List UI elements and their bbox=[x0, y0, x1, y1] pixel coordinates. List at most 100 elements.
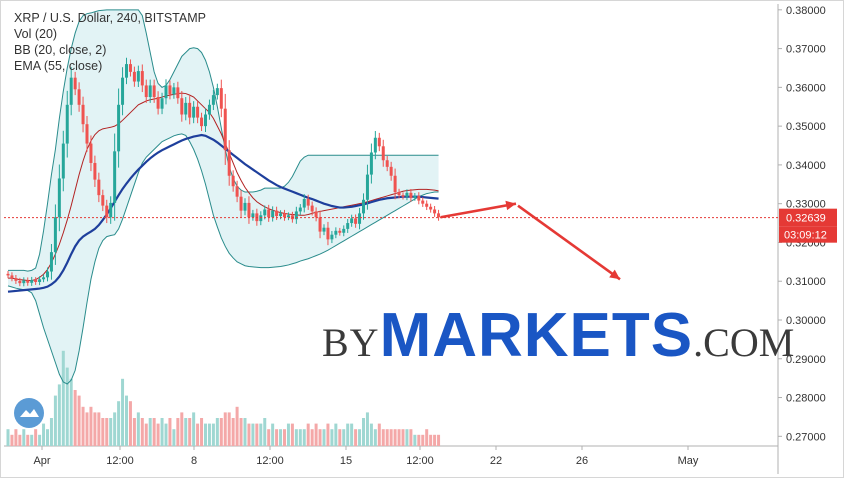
candle-body bbox=[231, 175, 235, 187]
volume-bar bbox=[405, 429, 409, 446]
candle-body bbox=[65, 104, 69, 144]
volume-bar bbox=[433, 434, 437, 446]
volume-bar bbox=[160, 418, 164, 446]
volume-bar bbox=[227, 412, 231, 446]
candle-body bbox=[275, 210, 279, 217]
x-tick-label: 15 bbox=[340, 455, 352, 467]
bollinger-fill bbox=[8, 9, 439, 384]
candle-body bbox=[81, 104, 85, 125]
candle-body bbox=[298, 207, 302, 212]
bollinger-lower-line bbox=[7, 133, 439, 385]
candle-body bbox=[365, 174, 369, 200]
volume-bar bbox=[314, 423, 318, 446]
volume-bar bbox=[369, 423, 373, 446]
volume-bar bbox=[10, 434, 14, 446]
forecast-arrow-up bbox=[440, 202, 517, 219]
volume-bar bbox=[211, 423, 215, 446]
volume-bar bbox=[105, 418, 109, 446]
x-tick-label: May bbox=[678, 455, 699, 467]
candle-body bbox=[196, 106, 200, 118]
y-tick-label: 0.38000 bbox=[786, 5, 826, 17]
volume-bar bbox=[121, 378, 125, 446]
candle-body bbox=[26, 280, 30, 283]
candle-body bbox=[148, 85, 152, 98]
candle-body bbox=[136, 71, 140, 82]
volume-bar bbox=[85, 412, 89, 446]
forecast-arrow-down bbox=[517, 204, 621, 281]
candle-body bbox=[338, 230, 342, 233]
volume-bar bbox=[38, 434, 42, 446]
volume-bar bbox=[148, 418, 152, 446]
candle-body bbox=[294, 211, 298, 220]
candle-body bbox=[125, 64, 128, 78]
volume-bar bbox=[168, 418, 172, 446]
volume-bar bbox=[215, 418, 219, 446]
candle-body bbox=[117, 104, 121, 152]
volume-bar bbox=[18, 434, 22, 446]
x-tick-label: 12:00 bbox=[256, 455, 284, 467]
y-tick-label: 0.34000 bbox=[786, 160, 826, 172]
volume-bar bbox=[275, 429, 279, 446]
volume-bar bbox=[223, 412, 227, 446]
candle-body bbox=[251, 213, 255, 218]
candle-body bbox=[437, 213, 441, 218]
volume-bar bbox=[49, 418, 53, 446]
candle-body bbox=[89, 143, 93, 163]
x-tick-label: 22 bbox=[490, 455, 502, 467]
legend-volume: Vol (20) bbox=[14, 27, 58, 41]
candle-body bbox=[267, 209, 271, 218]
candle-body bbox=[342, 228, 346, 233]
volume-bar bbox=[326, 423, 330, 446]
volume-bar bbox=[365, 412, 369, 446]
candle-body bbox=[184, 102, 188, 115]
volume-bar bbox=[69, 378, 73, 446]
candle-body bbox=[180, 98, 184, 115]
x-tick-label: 26 bbox=[576, 455, 588, 467]
candle-body bbox=[73, 77, 77, 90]
y-tick-label: 0.28000 bbox=[786, 393, 826, 405]
candle-body bbox=[101, 195, 105, 206]
candle-body bbox=[243, 202, 247, 211]
volume-bar bbox=[263, 418, 267, 446]
candle-body bbox=[401, 195, 405, 197]
legend-bollinger: BB (20, close, 2) bbox=[14, 43, 107, 57]
watermark: BYMARKETS.COM bbox=[322, 300, 794, 371]
candle-body bbox=[6, 273, 10, 276]
candle-body bbox=[247, 202, 251, 218]
volume-bar bbox=[393, 429, 397, 446]
candle-body bbox=[97, 179, 101, 196]
candle-body bbox=[152, 85, 156, 98]
candle-body bbox=[34, 280, 38, 282]
current-price-tag bbox=[779, 208, 837, 227]
candle-body bbox=[85, 124, 89, 144]
volume-bar bbox=[346, 423, 350, 446]
candle-body bbox=[377, 137, 381, 147]
forecast-arrow-up-head bbox=[505, 200, 516, 211]
volume-bar bbox=[42, 423, 46, 446]
volume-bar bbox=[397, 429, 401, 446]
tradingview-logo-icon[interactable] bbox=[14, 398, 44, 428]
candle-body bbox=[302, 199, 306, 208]
volume-bar bbox=[196, 423, 200, 446]
candle-body bbox=[211, 95, 215, 105]
candle-body bbox=[132, 71, 136, 82]
candle-body bbox=[314, 211, 318, 218]
candle-body bbox=[259, 215, 263, 222]
volume-bar bbox=[140, 418, 144, 446]
watermark-by: BY bbox=[322, 320, 380, 365]
candle-body bbox=[409, 192, 413, 198]
candle-body bbox=[358, 213, 362, 224]
candle-body bbox=[188, 102, 192, 118]
candle-body bbox=[53, 217, 57, 253]
volume-bar bbox=[286, 423, 290, 446]
volume-bar bbox=[6, 429, 10, 446]
volume-bar bbox=[330, 429, 334, 446]
chart-legend: XRP / U.S. Dollar, 240, BITSTAMP Vol (20… bbox=[14, 10, 206, 74]
volume-bar bbox=[310, 429, 314, 446]
volume-bar bbox=[101, 418, 105, 446]
volume-bar bbox=[117, 401, 121, 446]
x-tick-label: 12:00 bbox=[406, 455, 434, 467]
candle-body bbox=[207, 104, 211, 115]
candle-body bbox=[215, 88, 219, 96]
